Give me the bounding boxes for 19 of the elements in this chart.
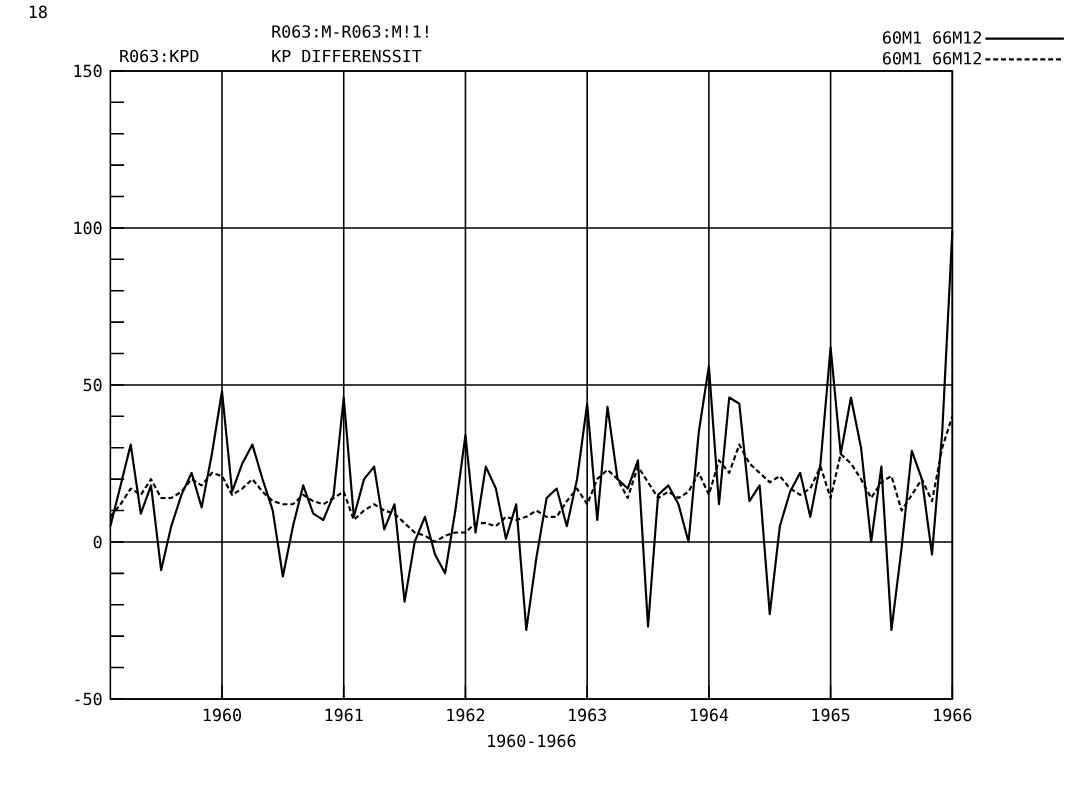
x-tick-label: 1960 — [203, 708, 241, 722]
x-tick-label: 1965 — [812, 708, 850, 722]
legend-label: 60M1 66M12 — [883, 51, 981, 65]
x-axis-title: 1960-1966 — [488, 734, 576, 748]
x-tick-label: 1962 — [447, 708, 485, 722]
x-tick-label: 1963 — [569, 708, 606, 722]
y-tick-label: -50 — [75, 692, 102, 706]
x-tick-label: 1966 — [934, 708, 972, 722]
legend-label: 60M1 66M12 — [883, 31, 981, 44]
y-tick-label: 100 — [74, 221, 102, 235]
text: 18 — [29, 5, 47, 19]
y-tick-label: 0 — [93, 535, 102, 549]
chart-subtitle: KP DIFFERENSSIT — [272, 49, 422, 63]
x-tick-label: 1964 — [690, 708, 729, 722]
y-axis-title: R063:KPD — [120, 49, 199, 63]
y-tick-label: 150 — [74, 64, 102, 78]
chart-title: R063:M-R063:M!1! — [272, 25, 428, 38]
y-tick-label: 50 — [83, 378, 102, 392]
x-tick-label: 1961 — [325, 708, 363, 722]
